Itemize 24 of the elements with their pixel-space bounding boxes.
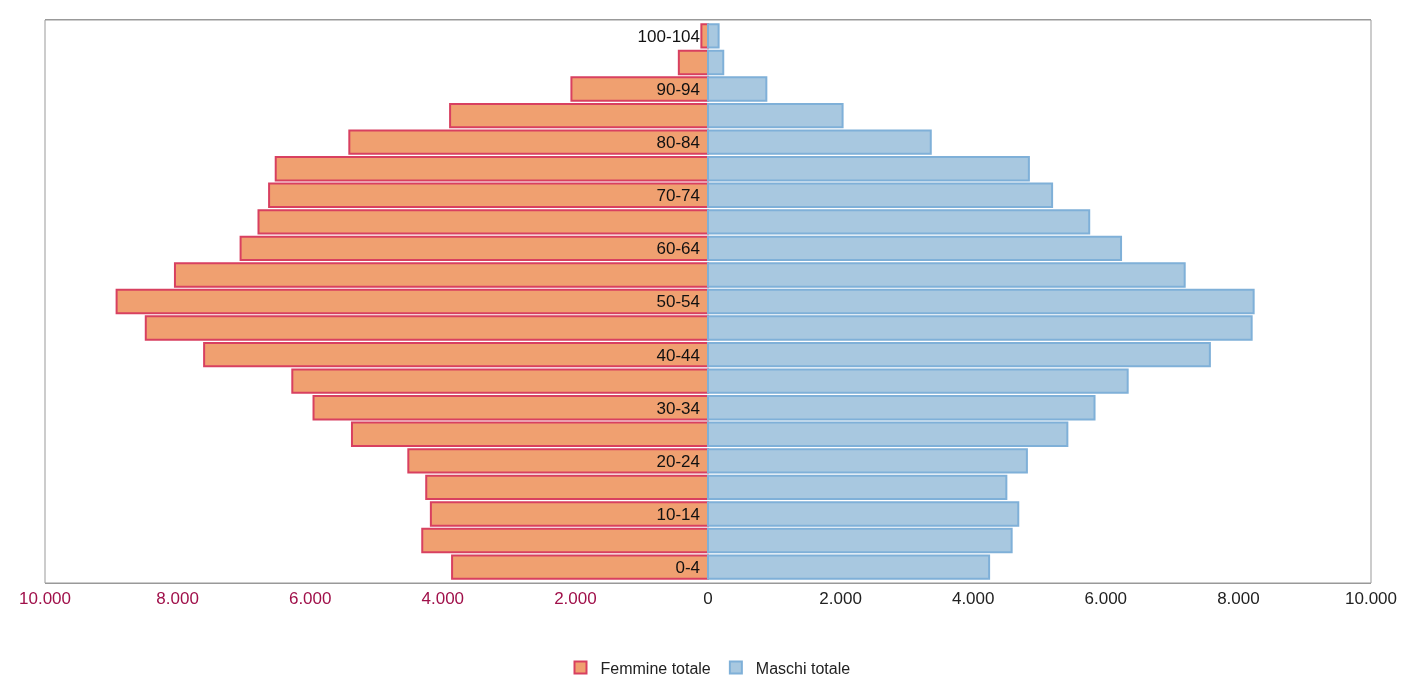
- x-tick-label: 2.000: [819, 589, 862, 609]
- y-tick-label: 60-64: [656, 239, 700, 259]
- y-tick-label: 100-104: [637, 26, 700, 46]
- x-tick-label: 8.000: [1217, 589, 1260, 609]
- x-tick-label: 4.000: [951, 589, 995, 609]
- legend-label: Femmine totale: [600, 659, 711, 677]
- x-tick-label: 10.000: [19, 589, 71, 609]
- y-tick-label: 70-74: [656, 186, 700, 206]
- y-tick-label: 90-94: [656, 80, 700, 99]
- y-tick-label: 20-24: [656, 451, 700, 471]
- x-tick-label: 2.000: [554, 589, 597, 609]
- y-tick-label: 0-4: [675, 558, 700, 578]
- x-tick-label: 0: [703, 589, 713, 609]
- y-tick-label: 50-54: [656, 292, 700, 312]
- legend-label: Maschi totale: [755, 659, 851, 677]
- y-tick-label: 80-84: [656, 133, 700, 153]
- x-tick-label: 6.000: [1084, 589, 1128, 609]
- y-tick-label: 30-34: [656, 398, 700, 418]
- y-tick-label: 40-44: [656, 345, 700, 365]
- x-tick-label: 4.000: [421, 589, 465, 609]
- y-tick-label: 10-14: [656, 504, 700, 524]
- x-tick-label: 8.000: [156, 589, 199, 609]
- x-tick-label: 6.000: [288, 589, 332, 609]
- x-tick-label: 10.000: [1345, 589, 1397, 609]
